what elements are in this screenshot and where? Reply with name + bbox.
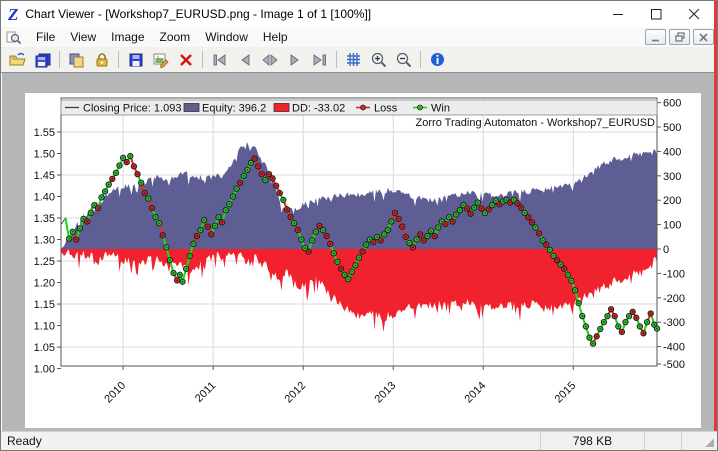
svg-text:1.40: 1.40 — [34, 192, 55, 204]
workspace-area: 1.55 1.50 1.45 1.40 1.35 1.30 1.25 1.20 1.15 1.10… — [2, 73, 716, 433]
legend-label: Closing Price: 1.093 — [83, 103, 181, 115]
zoom-in-button[interactable] — [366, 49, 391, 70]
grid-button[interactable] — [341, 49, 366, 70]
svg-text:1.55: 1.55 — [34, 127, 55, 139]
svg-text:1.35: 1.35 — [34, 213, 55, 225]
system-menu-icon[interactable] — [6, 30, 22, 45]
menu-window[interactable]: Window — [205, 30, 248, 44]
svg-text:1.50: 1.50 — [34, 148, 55, 160]
save-all-button[interactable] — [30, 49, 55, 70]
maximize-button[interactable] — [641, 3, 671, 25]
menu-zoom[interactable]: Zoom — [159, 30, 191, 44]
save-button[interactable] — [123, 49, 148, 70]
svg-text:1.30: 1.30 — [34, 235, 55, 247]
copy-button[interactable] — [64, 49, 89, 70]
toolbar-separator — [336, 51, 337, 68]
legend-label: Loss — [374, 103, 398, 115]
title-bar: Z Chart Viewer - [Workshop7_EURUSD.png -… — [1, 1, 717, 27]
chart-canvas: 1.55 1.50 1.45 1.40 1.35 1.30 1.25 1.20 1.15 1.10… — [34, 97, 685, 406]
minimize-button[interactable] — [603, 3, 633, 25]
close-button[interactable] — [679, 3, 709, 25]
menu-bar: File View Image Zoom Window Help — [1, 27, 717, 47]
mdi-restore-button[interactable] — [669, 29, 690, 45]
toolbar-separator — [118, 51, 119, 68]
previous-image-button[interactable] — [232, 49, 257, 70]
mdi-minimize-button[interactable] — [645, 29, 666, 45]
svg-text:2013: 2013 — [373, 380, 399, 406]
next-image-button[interactable] — [282, 49, 307, 70]
svg-text:600: 600 — [663, 98, 681, 110]
menu-image[interactable]: Image — [111, 30, 145, 44]
svg-text:100: 100 — [663, 220, 681, 232]
resize-grip[interactable] — [701, 432, 717, 450]
svg-text:-200: -200 — [663, 293, 685, 305]
svg-text:400: 400 — [663, 146, 681, 158]
toolbar-separator — [59, 51, 60, 68]
svg-text:2014: 2014 — [463, 380, 489, 406]
open-button[interactable] — [5, 49, 30, 70]
status-text: Ready — [7, 434, 42, 448]
svg-text:2010: 2010 — [102, 380, 128, 406]
svg-text:-500: -500 — [663, 359, 685, 371]
info-button[interactable] — [425, 49, 450, 70]
svg-text:500: 500 — [663, 122, 681, 134]
svg-text:1.45: 1.45 — [34, 170, 55, 182]
svg-text:1.00: 1.00 — [34, 364, 55, 376]
svg-text:1.25: 1.25 — [34, 256, 55, 268]
svg-text:0: 0 — [663, 244, 669, 256]
svg-text:2012: 2012 — [283, 380, 309, 406]
toolbar — [1, 47, 717, 73]
menu-view[interactable]: View — [70, 30, 97, 44]
svg-text:200: 200 — [663, 195, 681, 207]
delete-button[interactable] — [173, 49, 198, 70]
image-properties-button[interactable] — [148, 49, 173, 70]
window-title: Chart Viewer - [Workshop7_EURUSD.png - I… — [25, 7, 372, 21]
svg-text:300: 300 — [663, 171, 681, 183]
svg-text:1.05: 1.05 — [34, 342, 55, 354]
svg-text:-300: -300 — [663, 317, 685, 329]
last-image-button[interactable] — [307, 49, 332, 70]
menu-file[interactable]: File — [36, 30, 56, 44]
toolbar-separator — [420, 51, 421, 68]
svg-text:2011: 2011 — [193, 380, 218, 405]
toolbar-separator — [202, 51, 203, 68]
previous-next-button[interactable] — [257, 49, 282, 70]
svg-text:1.20: 1.20 — [34, 278, 55, 290]
lock-button[interactable] — [89, 49, 114, 70]
status-bar: Ready 798 KB — [1, 431, 717, 450]
status-panel — [681, 432, 701, 450]
zoom-out-button[interactable] — [391, 49, 416, 70]
svg-text:1.10: 1.10 — [34, 321, 55, 333]
file-size-panel: 798 KB — [540, 432, 644, 450]
app-logo-icon: Z — [8, 4, 19, 24]
legend-label: Equity: 396.2 — [202, 103, 266, 115]
svg-text:-400: -400 — [663, 342, 685, 354]
svg-text:1.15: 1.15 — [34, 299, 55, 311]
chart-title: Zorro Trading Automaton - Workshop7_EURU… — [416, 117, 656, 129]
svg-text:-100: -100 — [663, 268, 685, 280]
legend-label: DD: -33.02 — [292, 103, 345, 115]
right-edge-stripe — [714, 1, 717, 431]
mdi-close-button[interactable] — [693, 29, 714, 45]
menu-help[interactable]: Help — [262, 30, 288, 44]
first-image-button[interactable] — [207, 49, 232, 70]
svg-text:2015: 2015 — [553, 380, 579, 406]
legend-label: Win — [431, 103, 450, 115]
file-size: 798 KB — [572, 434, 613, 448]
chart-image: 1.55 1.50 1.45 1.40 1.35 1.30 1.25 1.20 1.15 1.10… — [25, 93, 701, 428]
status-panel — [644, 432, 681, 450]
